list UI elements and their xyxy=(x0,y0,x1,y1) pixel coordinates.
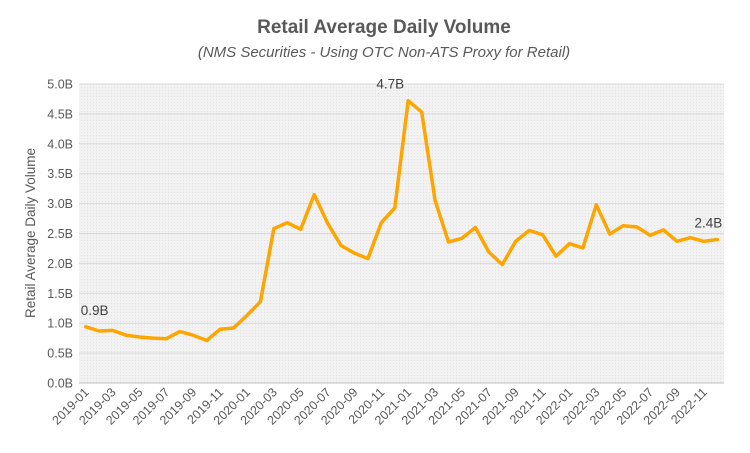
data-label: 0.9B xyxy=(81,303,109,318)
y-axis: 0.0B 0.5B 1.0B 1.5B 2.0B 2.5B 3.0B 3.5B 4.0B 4.5B… xyxy=(47,78,73,391)
series-line xyxy=(83,98,720,343)
x-axis: 2019-012019-032019-052019-072019-092019-… xyxy=(50,385,710,427)
data-labels: 0.9B 4.7B 2.4B xyxy=(81,77,723,318)
data-label: 4.7B xyxy=(376,77,404,92)
y-tick-label: 1.0B xyxy=(47,317,73,331)
series xyxy=(83,98,720,343)
y-tick-label: 2.0B xyxy=(47,257,73,271)
y-tick-label: 4.0B xyxy=(47,137,73,151)
gridlines xyxy=(79,83,724,384)
y-tick-label: 3.5B xyxy=(47,167,73,181)
chart-title: Retail Average Daily Volume xyxy=(257,17,511,38)
chart-subtitle: (NMS Securities - Using OTC Non-ATS Prox… xyxy=(198,44,570,61)
y-tick-label: 0.5B xyxy=(47,347,73,361)
y-tick-label: 3.0B xyxy=(47,197,73,211)
data-label: 2.4B xyxy=(695,215,723,230)
y-tick-label: 2.5B xyxy=(47,227,73,241)
y-tick-label: 4.5B xyxy=(47,107,73,121)
y-tick-label: 5.0B xyxy=(47,78,73,92)
y-tick-label: 0.0B xyxy=(47,377,73,391)
y-axis-label: Retail Average Daily Volume xyxy=(23,148,38,318)
y-tick-label: 1.5B xyxy=(47,287,73,301)
